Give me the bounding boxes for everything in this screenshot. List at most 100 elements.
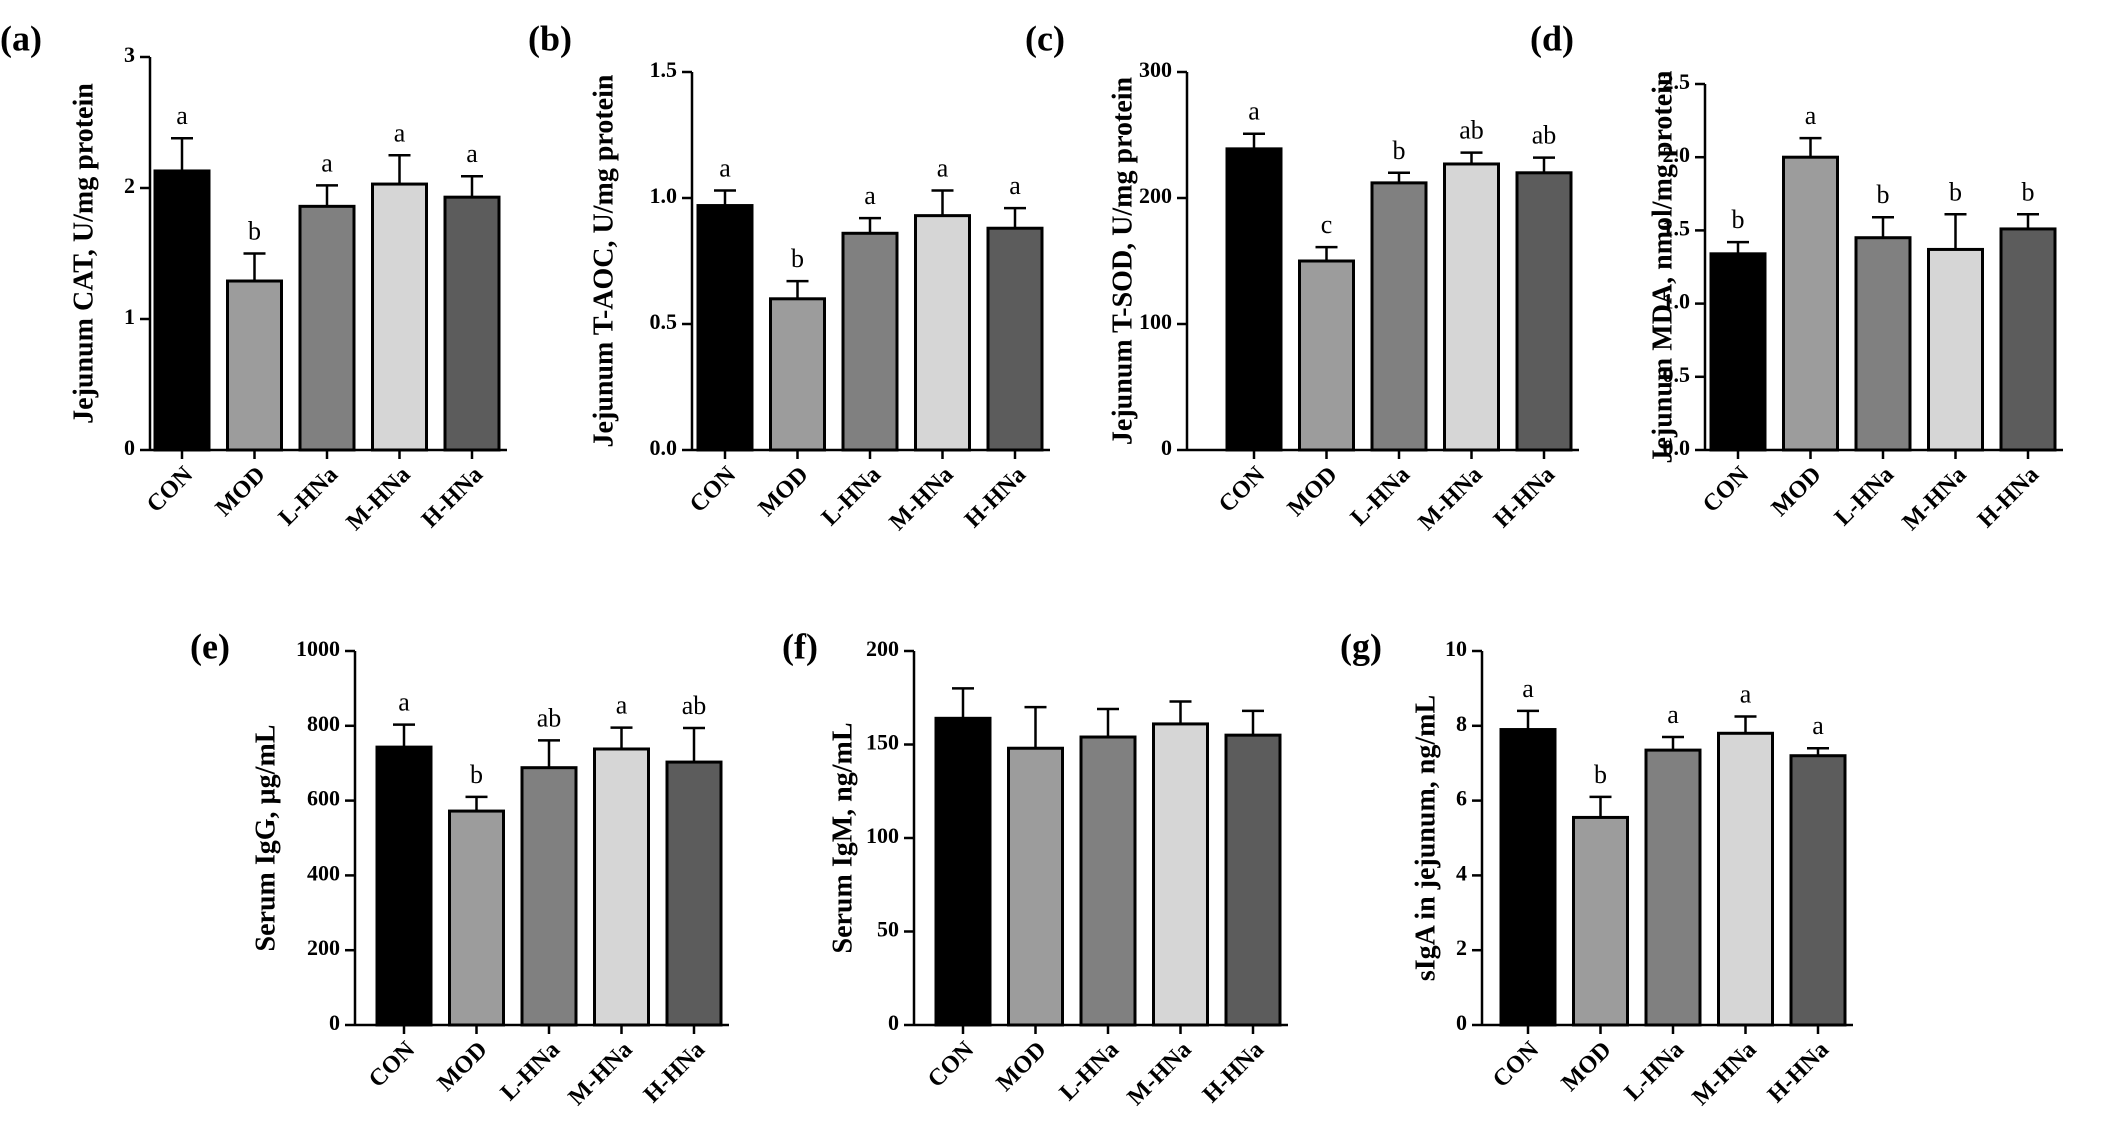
significance-label: a [1805, 101, 1817, 130]
y-tick-label: 0 [888, 1010, 899, 1035]
bar-mod [1572, 815, 1629, 1027]
x-tick-label: CON [1698, 461, 1755, 518]
y-tick-label: 50 [877, 917, 899, 942]
chart-panel-1: (a) Jejunum CAT, U/mg protein 0 1 2 3 a CON b MOD… [0, 18, 507, 536]
y-tick-label: 200 [866, 636, 899, 661]
y-tick-label: 200 [307, 935, 340, 960]
significance-label: a [321, 148, 333, 177]
chart-panel-6: (f) Serum IgM, ng/mL 0 50 100 150 200 CON MOD L-H… [782, 626, 1288, 1111]
x-tick-label: CON [1214, 461, 1271, 518]
y-tick-label: 0 [1456, 1010, 1467, 1035]
significance-label: ab [537, 703, 562, 732]
x-tick-label: L-HNa [1055, 1037, 1124, 1106]
bar-mod [1007, 746, 1064, 1027]
x-tick-label: CON [923, 1036, 980, 1093]
significance-label: a [719, 153, 731, 182]
bar-l-hna [1644, 748, 1702, 1027]
significance-label: a [616, 691, 628, 720]
y-tick-label: 0 [124, 435, 135, 460]
panel-label: (g) [1340, 626, 1382, 666]
bar-con [696, 204, 754, 452]
x-tick-label: MOD [992, 1037, 1052, 1097]
bar-m-hna [1152, 722, 1209, 1027]
bar-l-hna [1854, 236, 1912, 452]
x-tick-label: L-HNa [496, 1037, 565, 1106]
x-tick-label: H-HNa [639, 1037, 710, 1108]
x-tick-label: H-HNa [960, 462, 1031, 533]
bar-m-hna [371, 182, 428, 452]
x-tick-label: L-HNa [1620, 1037, 1689, 1106]
bar-m-hna [1717, 731, 1774, 1027]
significance-label: a [864, 181, 876, 210]
x-tick-label: M-HNa [885, 462, 959, 536]
y-tick-label: 100 [1139, 309, 1172, 334]
significance-label: a [937, 153, 949, 182]
x-tick-label: H-HNa [1198, 1037, 1269, 1108]
bar-h-hna [1789, 754, 1847, 1027]
x-tick-label: L-HNa [274, 462, 343, 531]
y-tick-label: 100 [866, 823, 899, 848]
bar-l-hna [520, 766, 578, 1027]
bar-con [1709, 252, 1767, 452]
bar-mod [769, 297, 826, 452]
chart-panel-5: (e) Serum IgG, µg/mL 0 200 400 600 800 1000 a CON… [190, 626, 729, 1111]
y-tick-label: 1.5 [1663, 215, 1691, 240]
significance-label: a [1009, 171, 1021, 200]
bar-m-hna [1927, 247, 1984, 452]
x-tick-label: L-HNa [1346, 462, 1415, 531]
y-axis-label: Jejunum T-AOC, U/mg protein [588, 74, 619, 447]
x-tick-label: CON [685, 461, 742, 518]
significance-label: b [1732, 205, 1745, 234]
y-axis-label: Jejunum MDA, nmol/mg protein [1647, 70, 1678, 463]
bar-h-hna [986, 226, 1044, 452]
y-tick-label: 1 [124, 304, 135, 329]
panel-label: (a) [0, 18, 42, 58]
bar-con [934, 716, 992, 1027]
y-tick-label: 400 [307, 860, 340, 885]
y-tick-label: 0.0 [650, 435, 678, 460]
x-tick-label: M-HNa [1898, 462, 1972, 536]
y-tick-label: 0.5 [1663, 362, 1691, 387]
x-tick-label: MOD [211, 462, 271, 522]
chart-panel-7: (g) sIgA in jejunum, ng/mL 0 2 4 6 8 10 a CON b MOD… [1340, 626, 1853, 1111]
significance-label: b [470, 760, 483, 789]
bar-m-hna [593, 747, 650, 1027]
y-tick-label: 2.0 [1663, 142, 1691, 167]
x-tick-label: MOD [1767, 462, 1827, 522]
panel-label: (d) [1530, 18, 1574, 58]
x-tick-label: M-HNa [342, 462, 416, 536]
significance-label: b [1949, 177, 1962, 206]
y-tick-label: 8 [1456, 711, 1467, 736]
y-tick-label: 300 [1139, 57, 1172, 82]
y-tick-label: 150 [866, 730, 899, 755]
y-tick-label: 200 [1139, 183, 1172, 208]
y-tick-label: 0.0 [1663, 435, 1691, 460]
y-axis-label: sIgA in jejunum, ng/mL [1410, 695, 1441, 981]
x-tick-label: CON [142, 461, 199, 518]
bar-l-hna [1370, 181, 1428, 452]
bar-mod [1782, 155, 1839, 452]
x-tick-label: L-HNa [1830, 462, 1899, 531]
panel-label: (e) [190, 626, 230, 666]
significance-label: b [1393, 136, 1406, 165]
x-tick-label: CON [364, 1036, 421, 1093]
significance-label: a [1522, 674, 1534, 703]
x-tick-label: M-HNa [564, 1037, 638, 1111]
y-tick-label: 10 [1445, 636, 1467, 661]
bar-h-hna [1224, 733, 1282, 1027]
significance-label: a [1248, 97, 1260, 126]
x-tick-label: H-HNa [1489, 462, 1560, 533]
y-tick-label: 2 [124, 173, 135, 198]
x-tick-label: H-HNa [1763, 1037, 1834, 1108]
significance-label: c [1321, 210, 1333, 239]
y-tick-label: 3 [124, 42, 135, 67]
bar-con [1499, 728, 1557, 1027]
bar-h-hna [1515, 171, 1573, 452]
y-tick-label: 1.0 [1663, 289, 1691, 314]
bar-m-hna [914, 214, 971, 452]
x-tick-label: H-HNa [417, 462, 488, 533]
y-axis-label: Serum IgM, ng/mL [827, 723, 858, 954]
x-tick-label: MOD [1557, 1037, 1617, 1097]
significance-label: a [1667, 700, 1679, 729]
y-tick-label: 2 [1456, 935, 1467, 960]
